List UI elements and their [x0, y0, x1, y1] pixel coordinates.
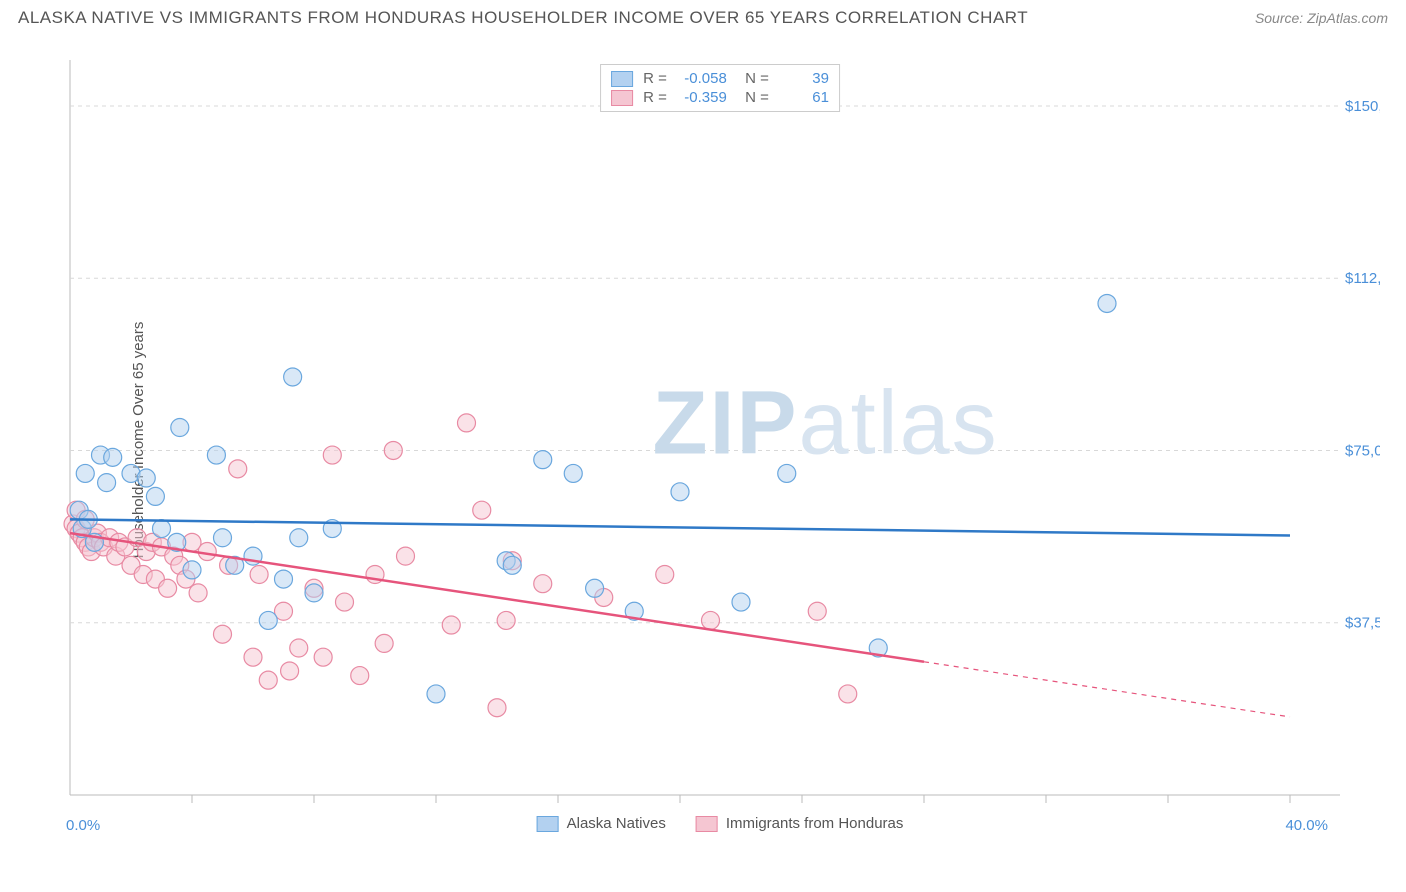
chart-container: Householder Income Over 65 years $37,500… [50, 40, 1390, 840]
plot-area: $37,500$75,000$112,500$150,000 ZIPatlas … [60, 50, 1380, 830]
legend-item-1: Immigrants from Honduras [696, 815, 904, 832]
chart-svg: $37,500 $75,000 $112,500 $150,000 [60, 50, 1380, 830]
legend-row-0: R = -0.058 N = 39 [611, 69, 829, 88]
legend-series: Alaska Natives Immigrants from Honduras [537, 815, 904, 832]
swatch-icon [696, 816, 718, 832]
svg-text:$75,000: $75,000 [1345, 442, 1380, 459]
legend-item-0: Alaska Natives [537, 815, 666, 832]
chart-title: ALASKA NATIVE VS IMMIGRANTS FROM HONDURA… [18, 8, 1028, 28]
swatch-icon [611, 90, 633, 106]
legend-row-1: R = -0.359 N = 61 [611, 88, 829, 107]
svg-text:$37,500: $37,500 [1345, 615, 1380, 632]
legend-stats: R = -0.058 N = 39 R = -0.359 N = 61 [600, 64, 840, 112]
svg-text:$150,000: $150,000 [1345, 98, 1380, 115]
header: ALASKA NATIVE VS IMMIGRANTS FROM HONDURA… [0, 0, 1406, 28]
x-axis-max: 40.0% [1285, 817, 1328, 834]
swatch-icon [537, 816, 559, 832]
swatch-icon [611, 71, 633, 87]
source-label: Source: ZipAtlas.com [1255, 10, 1388, 26]
svg-text:$112,500: $112,500 [1345, 270, 1380, 287]
x-axis-min: 0.0% [66, 817, 100, 834]
